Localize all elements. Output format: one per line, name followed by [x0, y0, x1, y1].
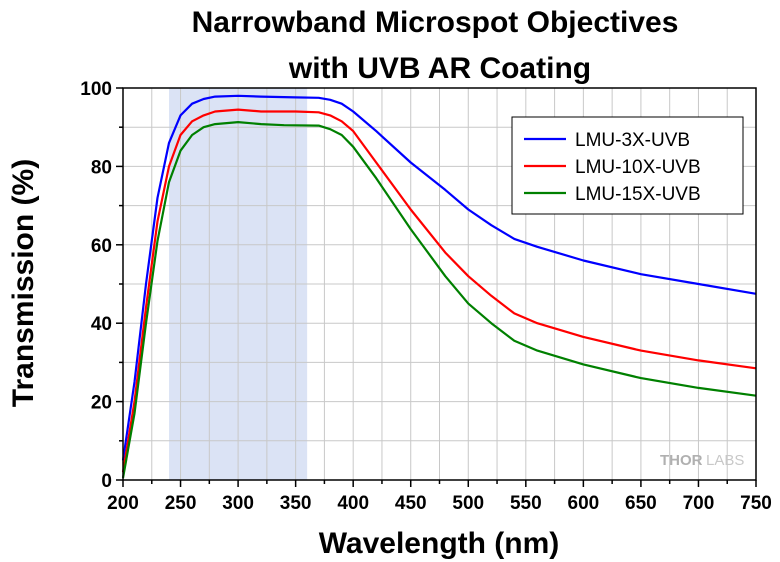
x-tick-label: 450 [395, 493, 427, 514]
legend: LMU-3X-UVB LMU-10X-UVB LMU-15X-UVB [511, 116, 744, 215]
y-axis-title: Transmission (%) [7, 159, 40, 407]
chart-title-line1: Narrowband Microspot Objectives [192, 6, 679, 39]
legend-label-15x: LMU-15X-UVB [575, 184, 701, 205]
tick-mark-layer [116, 87, 757, 487]
series-line-lmu-15x-uvb [121, 121, 757, 479]
grid-layer [123, 88, 756, 480]
y-tick-label: 40 [91, 314, 112, 335]
x-tick-label: 750 [740, 493, 772, 514]
y-tick-label: 0 [101, 471, 112, 492]
series-line-lmu-3x-uvb [121, 94, 757, 461]
x-tick-label: 200 [107, 493, 139, 514]
x-tick-label: 600 [568, 493, 600, 514]
tick-label-layer: 200 250 300 350 400 450 500 550 600 650 700 750 0 20 4… [80, 79, 772, 514]
x-tick-label: 700 [683, 493, 715, 514]
legend-label-10x: LMU-10X-UVB [575, 157, 701, 178]
watermark-part1: THOR [660, 452, 703, 469]
y-tick-label: 20 [91, 393, 112, 414]
series-line-lmu-10x-uvb [121, 108, 757, 473]
plot-frame [122, 87, 757, 481]
x-axis-title: Wavelength (nm) [319, 527, 560, 560]
series-layer [121, 94, 757, 479]
legend-label-3x: LMU-3X-UVB [575, 130, 690, 151]
x-tick-label: 500 [452, 493, 484, 514]
x-tick-label: 400 [337, 493, 369, 514]
x-tick-label: 550 [510, 493, 542, 514]
x-tick-label: 250 [165, 493, 197, 514]
y-tick-label: 60 [91, 236, 112, 257]
thorlabs-watermark: THOR LABS [660, 452, 744, 469]
y-tick-label: 80 [91, 157, 112, 178]
watermark-part2: LABS [706, 452, 744, 469]
x-tick-label: 300 [222, 493, 254, 514]
x-tick-label: 350 [280, 493, 312, 514]
chart-title-line2: with UVB AR Coating [288, 52, 591, 85]
y-tick-label: 100 [80, 79, 112, 100]
x-tick-label: 650 [625, 493, 657, 514]
